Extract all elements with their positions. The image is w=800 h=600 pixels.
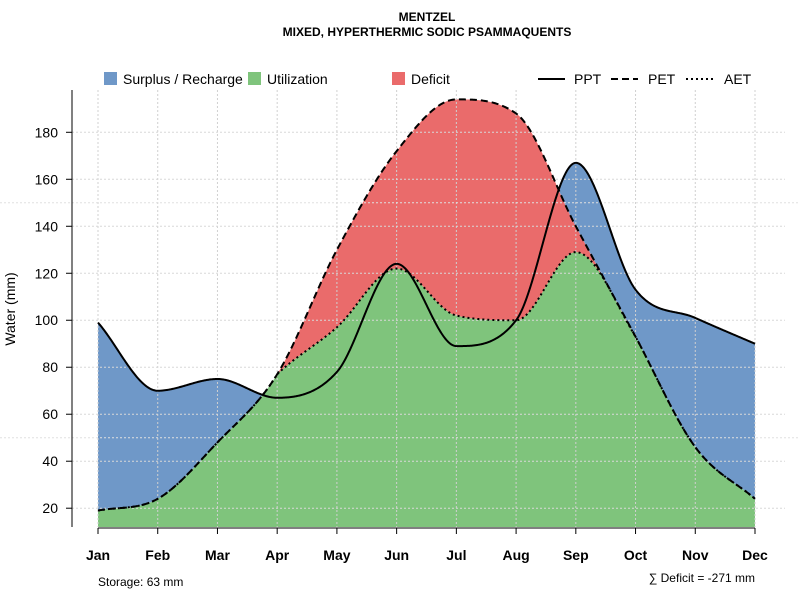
x-tick-label: Sep (563, 547, 589, 563)
x-tick-label: Aug (502, 547, 529, 563)
legend-swatch-surplus (104, 72, 117, 85)
line-pet (97, 98, 756, 512)
x-tick-label: Jul (446, 547, 466, 563)
x-tick-label: Dec (742, 547, 768, 563)
y-tick-label: 60 (42, 406, 58, 422)
legend: Surplus / Recharge Utilization Deficit P… (104, 71, 752, 87)
x-tick-label: May (323, 547, 350, 563)
x-tick-label: Jun (384, 547, 409, 563)
y-tick-label: 120 (35, 265, 59, 281)
deficit-area (98, 99, 755, 511)
y-tick-label: 160 (35, 171, 59, 187)
x-tick-label: Oct (624, 547, 648, 563)
series-lines (97, 98, 756, 512)
x-tick-label: Nov (682, 547, 709, 563)
legend-label-aet: AET (724, 71, 752, 87)
y-tick-label: 80 (42, 359, 58, 375)
legend-swatch-utilization (248, 72, 261, 85)
deficit-note: ∑ Deficit = -271 mm (649, 571, 755, 585)
chart-title: MENTZEL (399, 10, 456, 24)
y-tick-label: 140 (35, 218, 59, 234)
legend-label-surplus: Surplus / Recharge (123, 71, 243, 87)
line-ppt (97, 161, 756, 399)
area-fills (98, 99, 755, 528)
legend-swatch-deficit (392, 72, 405, 85)
legend-label-ppt: PPT (574, 71, 602, 87)
legend-label-utilization: Utilization (267, 71, 328, 87)
grid-lines (0, 90, 800, 527)
axes: 20 40 60 80 100 120 140 160 180 Jan Feb Mar Apr May Ju… (35, 90, 768, 563)
legend-label-pet: PET (648, 71, 676, 87)
legend-label-deficit: Deficit (411, 71, 450, 87)
x-tick-label: Feb (145, 547, 170, 563)
utilization-area (98, 252, 755, 528)
x-tick-label: Jan (86, 547, 110, 563)
chart-subtitle: MIXED, HYPERTHERMIC SODIC PSAMMAQUENTS (283, 25, 572, 39)
surplus-area (98, 99, 755, 511)
storage-note: Storage: 63 mm (98, 575, 183, 589)
y-tick-label: 20 (42, 500, 58, 516)
x-tick-label: Mar (205, 547, 230, 563)
y-tick-label: 180 (35, 124, 59, 140)
y-tick-label: 40 (42, 453, 58, 469)
x-tick-label: Apr (265, 547, 290, 563)
y-tick-label: 100 (35, 312, 59, 328)
y-axis-title: Water (mm) (2, 272, 18, 345)
